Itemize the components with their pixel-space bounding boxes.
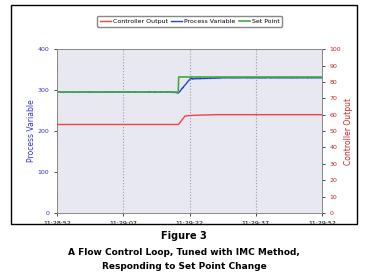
Text: Responding to Set Point Change: Responding to Set Point Change	[102, 262, 266, 271]
Y-axis label: Process Variable: Process Variable	[27, 100, 36, 162]
Legend: Controller Output, Process Variable, Set Point: Controller Output, Process Variable, Set…	[97, 16, 282, 26]
Text: A Flow Control Loop, Tuned with IMC Method,: A Flow Control Loop, Tuned with IMC Meth…	[68, 248, 300, 257]
Text: Figure 3: Figure 3	[161, 231, 207, 241]
Y-axis label: Controller Output: Controller Output	[344, 97, 353, 165]
